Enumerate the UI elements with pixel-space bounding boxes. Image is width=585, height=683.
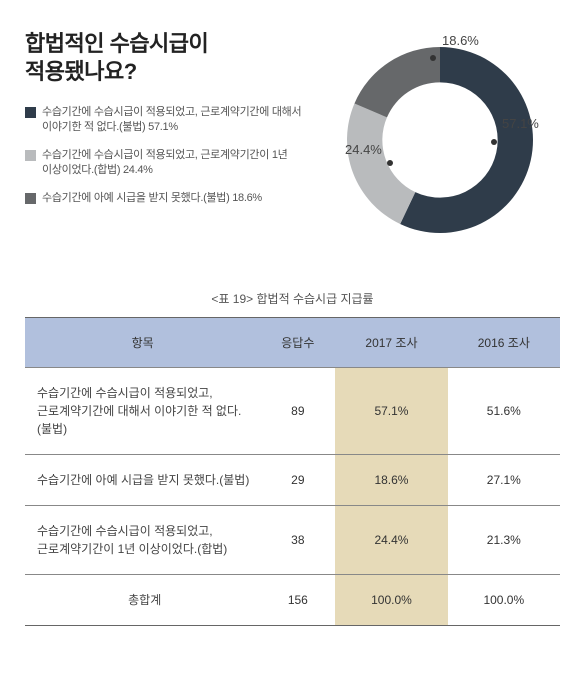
legend-text: 수습기간에 수습시급이 적용되었고, 근로계약기간에 대해서 이야기한 적 없다…: [42, 105, 320, 136]
legend: 수습기간에 수습시급이 적용되었고, 근로계약기간에 대해서 이야기한 적 없다…: [25, 105, 320, 206]
legend-text: 수습기간에 수습시급이 적용되었고, 근로계약기간이 1년 이상이었다.(합법)…: [42, 148, 320, 179]
table-header-cell: 2017 조사: [335, 318, 447, 368]
table-header-cell: 2016 조사: [448, 318, 560, 368]
table-row: 수습기간에 아예 시급을 받지 못했다.(불법)2918.6%27.1%: [25, 455, 560, 506]
donut-chart: 57.1% 24.4% 18.6%: [330, 30, 550, 250]
legend-item-1: 수습기간에 수습시급이 적용되었고, 근로계약기간이 1년 이상이었다.(합법)…: [25, 148, 320, 179]
table-row: 총합계156100.0%100.0%: [25, 575, 560, 626]
donut-slice-2: [354, 47, 440, 117]
table-cell: 수습기간에 수습시급이 적용되었고, 근로계약기간이 1년 이상이었다.(합법): [25, 506, 260, 575]
legend-swatch: [25, 107, 36, 118]
table-cell: 156: [260, 575, 335, 626]
table-cell: 수습기간에 수습시급이 적용되었고, 근로계약기간에 대해서 이야기한 적 없다…: [25, 368, 260, 455]
title-line-1: 합법적인 수습시급이: [25, 31, 208, 56]
table-cell: 38: [260, 506, 335, 575]
table-row: 수습기간에 수습시급이 적용되었고, 근로계약기간에 대해서 이야기한 적 없다…: [25, 368, 560, 455]
table-cell: 21.3%: [448, 506, 560, 575]
table-cell: 57.1%: [335, 368, 447, 455]
donut-slice-1: [347, 104, 415, 225]
legend-text: 수습기간에 아예 시급을 받지 못했다.(불법) 18.6%: [42, 191, 262, 206]
chart-label-0: 57.1%: [502, 116, 539, 131]
table-cell: 51.6%: [448, 368, 560, 455]
chart-label-dot-2: [430, 55, 436, 61]
chart-area: 57.1% 24.4% 18.6%: [330, 30, 560, 250]
data-table: 항목응답수2017 조사2016 조사 수습기간에 수습시급이 적용되었고, 근…: [25, 317, 560, 626]
chart-label-dot-1: [387, 160, 393, 166]
legend-item-0: 수습기간에 수습시급이 적용되었고, 근로계약기간에 대해서 이야기한 적 없다…: [25, 105, 320, 136]
chart-label-2: 18.6%: [442, 33, 479, 48]
table-cell: 89: [260, 368, 335, 455]
chart-label-1: 24.4%: [345, 142, 382, 157]
legend-swatch: [25, 150, 36, 161]
table-row: 수습기간에 수습시급이 적용되었고, 근로계약기간이 1년 이상이었다.(합법)…: [25, 506, 560, 575]
chart-label-dot-0: [491, 139, 497, 145]
legend-swatch: [25, 193, 36, 204]
table-cell: 27.1%: [448, 455, 560, 506]
table-header-cell: 응답수: [260, 318, 335, 368]
top-section: 합법적인 수습시급이 적용됐나요? 수습기간에 수습시급이 적용되었고, 근로계…: [25, 30, 560, 250]
table-cell: 총합계: [25, 575, 260, 626]
table-cell: 24.4%: [335, 506, 447, 575]
title-line-2: 적용됐나요?: [25, 59, 137, 84]
chart-title: 합법적인 수습시급이 적용됐나요?: [25, 30, 320, 85]
table-cell: 수습기간에 아예 시급을 받지 못했다.(불법): [25, 455, 260, 506]
legend-item-2: 수습기간에 아예 시급을 받지 못했다.(불법) 18.6%: [25, 191, 320, 206]
table-cell: 29: [260, 455, 335, 506]
table-caption: <표 19> 합법적 수습시급 지급률: [25, 290, 560, 307]
table-cell: 100.0%: [448, 575, 560, 626]
title-and-legend: 합법적인 수습시급이 적용됐나요? 수습기간에 수습시급이 적용되었고, 근로계…: [25, 30, 320, 250]
table-cell: 18.6%: [335, 455, 447, 506]
table-header-cell: 항목: [25, 318, 260, 368]
table-cell: 100.0%: [335, 575, 447, 626]
